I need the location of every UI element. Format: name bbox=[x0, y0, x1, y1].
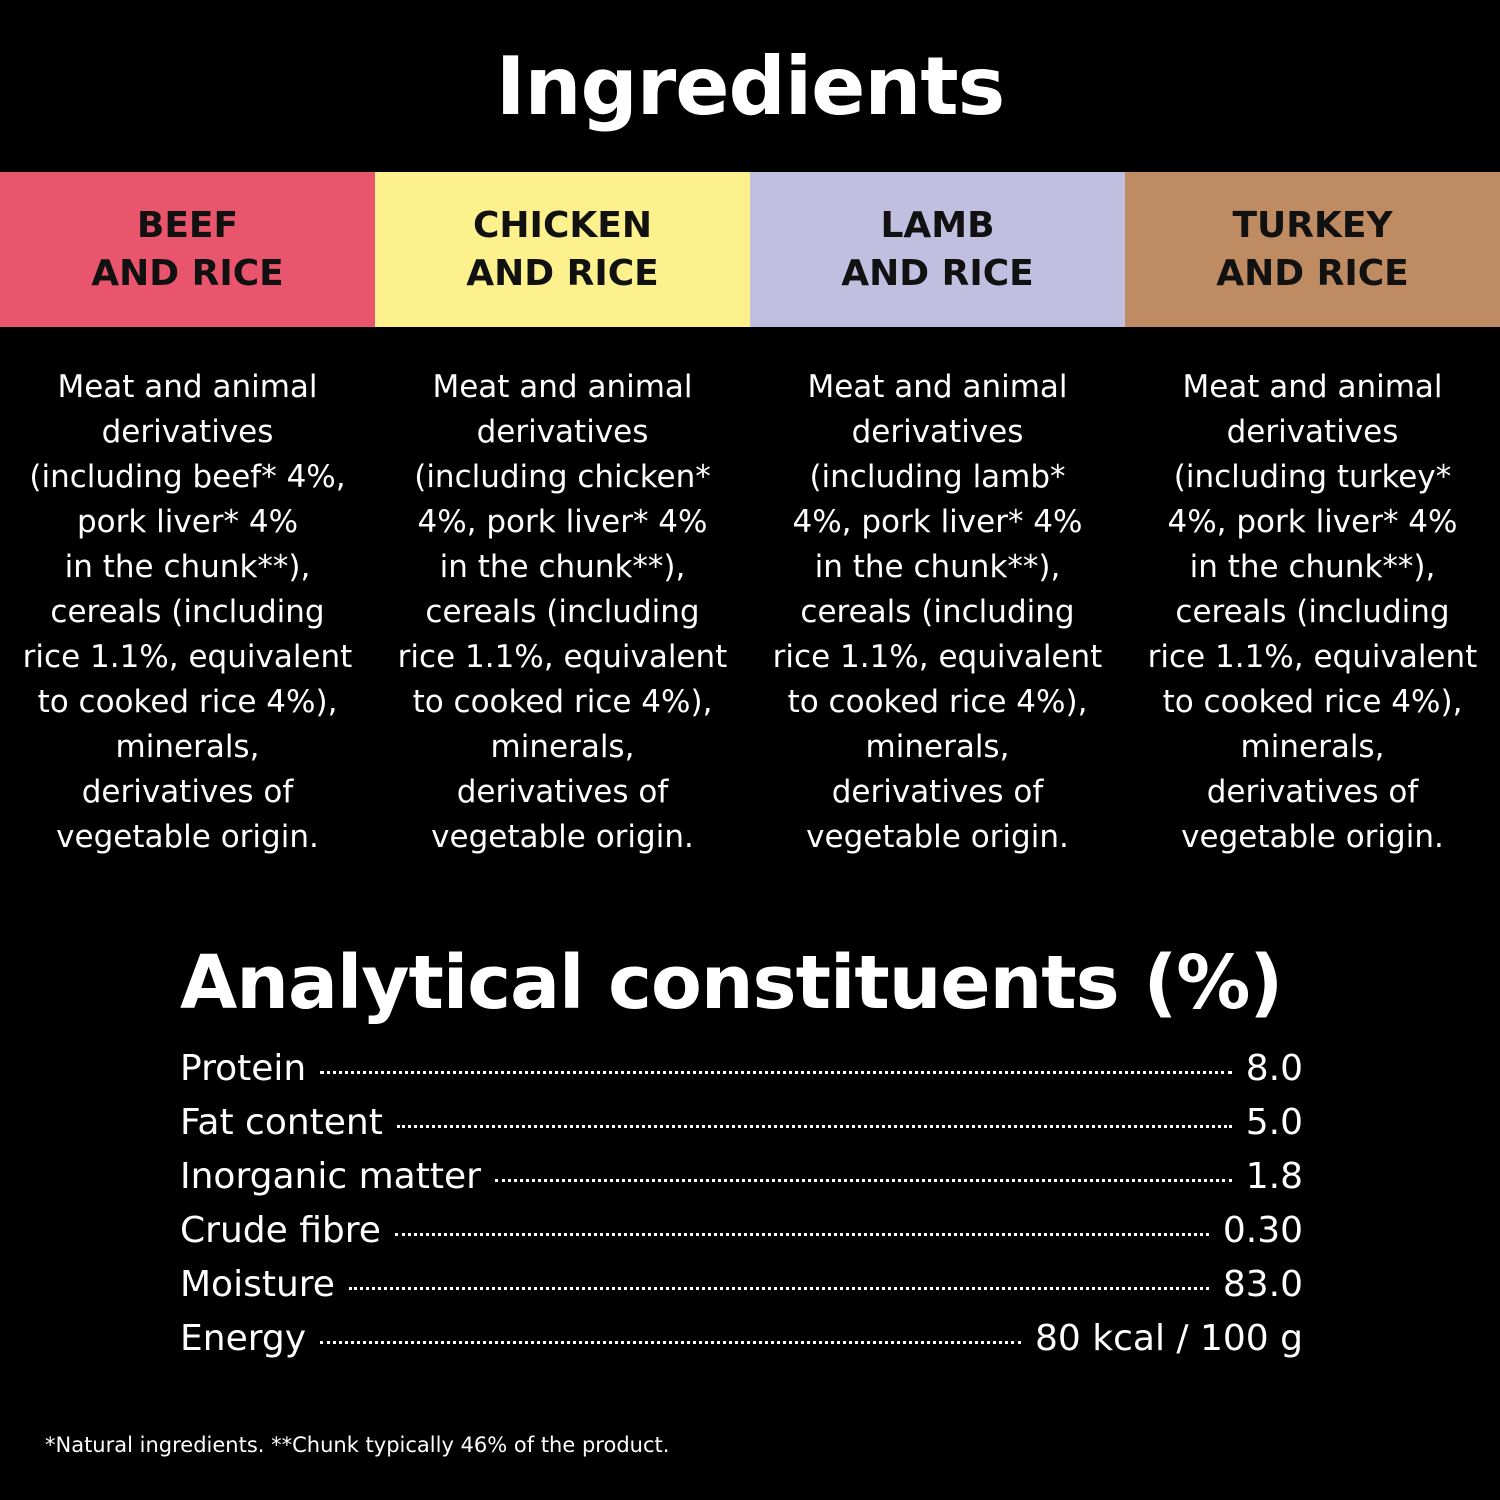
text-line: derivatives bbox=[851, 414, 1024, 450]
text-line: rice 1.1%, equivalent bbox=[1147, 639, 1478, 675]
text-line: minerals, bbox=[115, 729, 260, 765]
ingredient-columns: Meat and animal derivatives (including bee… bbox=[0, 365, 1500, 860]
text-line: vegetable origin. bbox=[806, 819, 1069, 855]
constituent-value: 8.0 bbox=[1245, 1048, 1303, 1089]
title: Ingredients bbox=[495, 40, 1005, 133]
constituent-label: Energy bbox=[180, 1318, 307, 1359]
text-line: in the chunk**), bbox=[64, 549, 311, 585]
constituent-value: 1.8 bbox=[1245, 1156, 1303, 1197]
dot-leader bbox=[320, 1341, 1022, 1344]
text-line: 4%, pork liver* 4% bbox=[1167, 504, 1458, 540]
constituent-label: Fat content bbox=[180, 1102, 383, 1143]
ingredient-text: Meat and animal derivatives (including chi… bbox=[375, 365, 750, 860]
dot-leader bbox=[396, 1125, 1232, 1128]
constituent-value: 5.0 bbox=[1245, 1102, 1303, 1143]
text-line: vegetable origin. bbox=[56, 819, 319, 855]
constituent-row: Energy 80 kcal / 100 g bbox=[180, 1318, 1303, 1372]
ingredient-text: Meat and animal derivatives (including tur… bbox=[1125, 365, 1500, 860]
text-line: (including lamb* bbox=[809, 459, 1066, 495]
text-line: in the chunk**), bbox=[1189, 549, 1436, 585]
analysis-table: Protein 8.0 Fat content 5.0 Inorganic matter… bbox=[180, 1048, 1303, 1372]
heading-band: BEEF AND RICE bbox=[0, 172, 375, 327]
text-line: derivatives of bbox=[456, 774, 669, 810]
text-line: to cooked rice 4%), bbox=[787, 684, 1088, 720]
constituent-label: Moisture bbox=[180, 1264, 335, 1305]
text-line: cereals (including bbox=[800, 594, 1075, 630]
constituent-label: Crude fibre bbox=[180, 1210, 381, 1251]
text-line: derivatives bbox=[476, 414, 649, 450]
text-line: to cooked rice 4%), bbox=[1162, 684, 1463, 720]
text-line: Meat and animal bbox=[57, 369, 318, 405]
text-line: minerals, bbox=[865, 729, 1010, 765]
text-line: to cooked rice 4%), bbox=[37, 684, 338, 720]
heading-band: TURKEY AND RICE bbox=[1125, 172, 1500, 327]
text-line: (including turkey* bbox=[1173, 459, 1452, 495]
text-line: minerals, bbox=[1240, 729, 1385, 765]
text-line: cereals (including bbox=[425, 594, 700, 630]
heading-line: AND RICE bbox=[1216, 252, 1409, 294]
text-line: cereals (including bbox=[1175, 594, 1450, 630]
constituent-value: 80 kcal / 100 g bbox=[1035, 1318, 1303, 1359]
heading-band: CHICKEN AND RICE bbox=[375, 172, 750, 327]
footnote: *Natural ingredients. **Chunk typically … bbox=[45, 1433, 670, 1457]
text-line: derivatives bbox=[1226, 414, 1399, 450]
text-line: derivatives of bbox=[831, 774, 1044, 810]
heading-band: LAMB AND RICE bbox=[750, 172, 1125, 327]
heading-line: TURKEY bbox=[1232, 204, 1393, 246]
constituent-row: Inorganic matter 1.8 bbox=[180, 1156, 1303, 1210]
text-line: 4%, pork liver* 4% bbox=[417, 504, 708, 540]
text-line: in the chunk**), bbox=[814, 549, 1061, 585]
text-line: derivatives bbox=[101, 414, 274, 450]
text-line: cereals (including bbox=[50, 594, 325, 630]
heading-line: BEEF bbox=[136, 204, 239, 246]
text-line: vegetable origin. bbox=[1181, 819, 1444, 855]
dot-leader bbox=[394, 1233, 1209, 1236]
text-line: 4%, pork liver* 4% bbox=[792, 504, 1083, 540]
ingredient-text: Meat and animal derivatives (including lam… bbox=[750, 365, 1125, 860]
dot-leader bbox=[494, 1179, 1232, 1182]
dot-leader bbox=[320, 1071, 1232, 1074]
text-line: derivatives of bbox=[1206, 774, 1419, 810]
heading-line: CHICKEN bbox=[473, 204, 652, 246]
constituent-row: Protein 8.0 bbox=[180, 1048, 1303, 1102]
constituent-row: Fat content 5.0 bbox=[180, 1102, 1303, 1156]
constituent-value: 0.30 bbox=[1222, 1210, 1303, 1251]
text-line: Meat and animal bbox=[1182, 369, 1443, 405]
heading-line: AND RICE bbox=[841, 252, 1034, 294]
text-line: (including chicken* bbox=[414, 459, 711, 495]
constituent-label: Inorganic matter bbox=[180, 1156, 481, 1197]
heading-bands: BEEF AND RICE CHICKEN AND RICE LAMB AND RICE T… bbox=[0, 172, 1500, 327]
heading-line: LAMB bbox=[880, 204, 995, 246]
text-line: to cooked rice 4%), bbox=[412, 684, 713, 720]
text-line: rice 1.1%, equivalent bbox=[22, 639, 353, 675]
text-line: in the chunk**), bbox=[439, 549, 686, 585]
text-line: derivatives of bbox=[81, 774, 294, 810]
heading-line: AND RICE bbox=[466, 252, 659, 294]
ingredient-text: Meat and animal derivatives (including bee… bbox=[0, 365, 375, 860]
text-line: vegetable origin. bbox=[431, 819, 694, 855]
text-line: Meat and animal bbox=[432, 369, 693, 405]
text-line: (including beef* 4%, bbox=[29, 459, 346, 495]
text-line: pork liver* 4% bbox=[76, 504, 299, 540]
dot-leader bbox=[348, 1287, 1209, 1290]
text-line: minerals, bbox=[490, 729, 635, 765]
text-line: rice 1.1%, equivalent bbox=[397, 639, 728, 675]
text-line: Meat and animal bbox=[807, 369, 1068, 405]
constituent-label: Protein bbox=[180, 1048, 307, 1089]
analysis-title: Analytical constituents (%) bbox=[180, 940, 1283, 1026]
heading-line: AND RICE bbox=[91, 252, 284, 294]
constituent-value: 83.0 bbox=[1222, 1264, 1303, 1305]
text-line: rice 1.1%, equivalent bbox=[772, 639, 1103, 675]
constituent-row: Crude fibre 0.30 bbox=[180, 1210, 1303, 1264]
constituent-row: Moisture 83.0 bbox=[180, 1264, 1303, 1318]
